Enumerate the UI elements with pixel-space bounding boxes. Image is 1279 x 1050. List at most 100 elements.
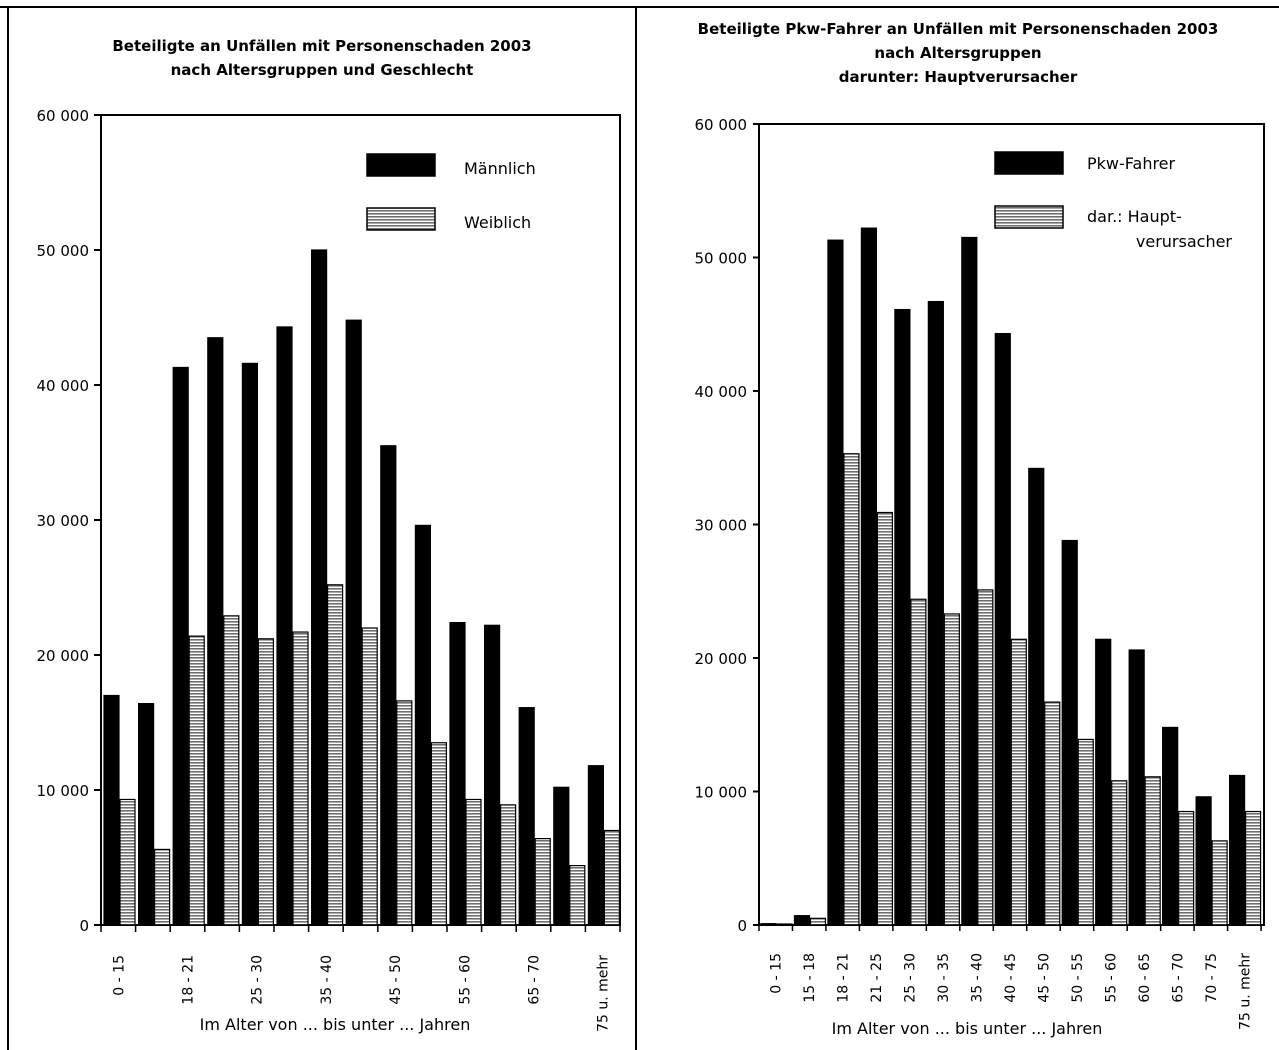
y-tick-label: 40 000 [695,383,748,401]
bar-series1 [894,308,911,926]
chart-right-title-line-2: nach Altersgruppen [874,44,1041,62]
x-tick-label: 30 - 35 [936,953,952,1003]
x-tick-label: 40 - 45 [1003,953,1019,1003]
bar-series1 [994,332,1011,926]
x-axis-title: Im Alter von ... bis unter ... Jahren [832,1019,1103,1038]
bar-series1 [760,923,777,926]
y-tick-label: 10 000 [37,782,90,800]
x-tick-label: 45 - 50 [388,955,404,1005]
bar-series1 [241,362,258,926]
y-tick-label: 0 [79,917,89,935]
x-tick-label: 75 u. mehr [596,955,612,1032]
chart-right-title-line-1: Beteiligte Pkw-Fahrer an Unfällen mit Pe… [698,20,1219,38]
bar-series2 [977,589,994,926]
bar-series1 [553,786,570,926]
bar-series1 [1162,726,1179,926]
bar-series1 [414,524,431,926]
bar-series2 [500,804,517,926]
bar-series1 [587,765,605,926]
bar-series2 [1044,701,1061,926]
legend-label: dar.: Haupt- [1087,207,1182,226]
legend: Pkw-Fahrer dar.: Haupt-verursacher [994,151,1233,251]
legend: Männlich Weiblich [366,153,536,232]
y-tick-label: 50 000 [37,242,90,260]
bar-series2 [1010,638,1027,926]
bar-series2 [327,584,344,926]
bar-series2 [1178,810,1195,926]
bar-series1 [172,366,189,926]
bar-series2 [188,635,205,926]
bar-series1 [1128,649,1145,926]
x-tick-label: 18 - 21 [181,955,197,1005]
bar-series1 [449,621,466,926]
chart-right: Beteiligte Pkw-Fahrer an Unfällen mit Pe… [695,20,1265,1038]
bar-series2 [257,638,274,926]
bar-series1 [276,326,293,926]
chart-left-title-line-2: nach Altersgruppen und Geschlecht [171,61,474,79]
bar-series2 [910,598,927,926]
x-tick-label: 21 - 25 [869,953,885,1003]
y-tick-label: 40 000 [37,377,90,395]
bar-series1 [961,236,978,926]
legend-label: Pkw-Fahrer [1087,154,1176,173]
x-tick-label: 55 - 60 [457,955,473,1005]
chart-right-plot: 0 10 000 20 000 30 000 40 000 50 000 60 000 0 -… [695,116,1265,1038]
bar-series2 [843,453,860,926]
legend-swatch [994,205,1064,229]
legend-swatch [366,153,436,177]
bar-series1 [1061,539,1078,926]
chart-left-title-line-1: Beteiligte an Unfällen mit Personenschad… [112,37,531,55]
bar-series1 [1095,638,1112,926]
y-tick-label: 60 000 [37,107,90,125]
bar-series2 [876,511,894,926]
x-tick-label: 60 - 65 [1137,953,1153,1003]
bar-series1 [380,445,397,926]
bar-series2 [119,798,136,926]
x-tick-label: 75 u. mehr [1237,953,1253,1030]
bar-series2 [569,864,586,926]
x-tick-label: 0 - 15 [111,955,127,996]
y-tick-label: 50 000 [695,250,748,268]
y-tick-label: 0 [737,917,747,935]
bar-series2 [809,917,827,926]
chart-left-plot: 0 10 000 20 000 30 000 40 000 50 000 60 000 0 -… [37,107,621,1034]
bar-series1 [1028,467,1045,926]
bar-series1 [484,624,501,926]
y-tick-label: 20 000 [695,650,748,668]
legend-swatch [994,151,1064,175]
bar-series1 [860,227,878,926]
bar-series2 [1244,810,1262,926]
bar-series1 [827,239,844,926]
bar-series1 [103,694,120,926]
bar-series2 [1144,776,1161,926]
x-tick-label: 50 - 55 [1070,953,1086,1003]
x-tick-label: 65 - 70 [1170,953,1186,1003]
x-tick-label: 65 - 70 [527,955,543,1005]
bar-series2 [292,631,309,926]
bar-series2 [465,798,482,926]
x-tick-label: 45 - 50 [1036,953,1052,1003]
x-tick-label: 0 - 15 [769,953,785,994]
chart-right-title-line-3: darunter: Hauptverursacher [839,68,1078,86]
bar-series2 [396,700,413,926]
bar-series2 [361,627,378,926]
bar-series2 [154,848,171,926]
legend-label: Männlich [464,159,536,178]
bar-series2 [603,829,621,926]
legend-label: verursacher [1136,232,1233,251]
x-tick-label: 18 - 21 [836,953,852,1003]
y-tick-label: 20 000 [37,647,90,665]
bar-series2 [1077,738,1094,926]
x-tick-label: 55 - 60 [1103,953,1119,1003]
bar-series2 [1211,840,1228,926]
bar-series1 [207,337,224,926]
bar-series2 [776,923,793,926]
bar-series1 [793,915,811,926]
x-axis-title: Im Alter von ... bis unter ... Jahren [200,1015,471,1034]
x-tick-label: 25 - 30 [903,953,919,1003]
bar-series1 [1228,774,1246,926]
bar-series1 [345,319,362,926]
bar-series1 [138,702,155,926]
bar-series2 [943,613,960,926]
